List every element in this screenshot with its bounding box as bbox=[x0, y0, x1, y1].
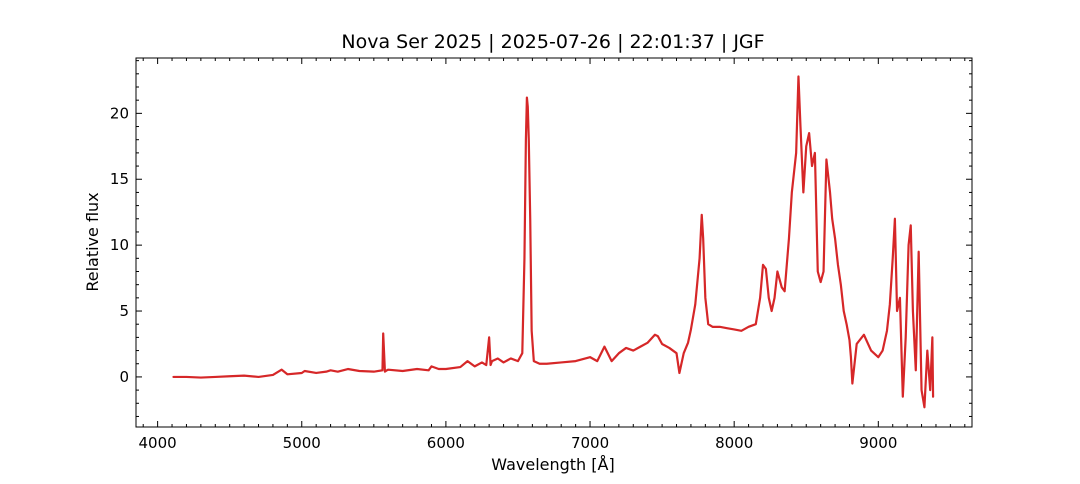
y-tick-label: 10 bbox=[110, 236, 129, 254]
series-layer bbox=[172, 75, 935, 409]
x-axis-label: Wavelength [Å] bbox=[491, 455, 614, 474]
y-tick-label: 15 bbox=[110, 170, 129, 188]
spectrum-line-0 bbox=[172, 75, 935, 409]
y-tick-label: 20 bbox=[110, 104, 129, 122]
plot-frame bbox=[135, 57, 973, 428]
x-tick-label: 5000 bbox=[283, 434, 321, 452]
x-tick-label: 9000 bbox=[859, 434, 897, 452]
chart-title: Nova Ser 2025 | 2025-07-26 | 22:01:37 | … bbox=[341, 31, 764, 53]
x-tick-label: 8000 bbox=[715, 434, 753, 452]
y-axis-label: Relative flux bbox=[83, 192, 102, 291]
x-tick-label: 7000 bbox=[571, 434, 609, 452]
x-tick-label: 6000 bbox=[427, 434, 465, 452]
y-tick-label: 0 bbox=[119, 368, 129, 386]
x-tick-label: 4000 bbox=[139, 434, 177, 452]
ticks-layer: 4000 5000 6000 7000 8000 9000 0 5 10 15 20 bbox=[110, 58, 972, 452]
y-tick-label: 5 bbox=[119, 302, 129, 320]
